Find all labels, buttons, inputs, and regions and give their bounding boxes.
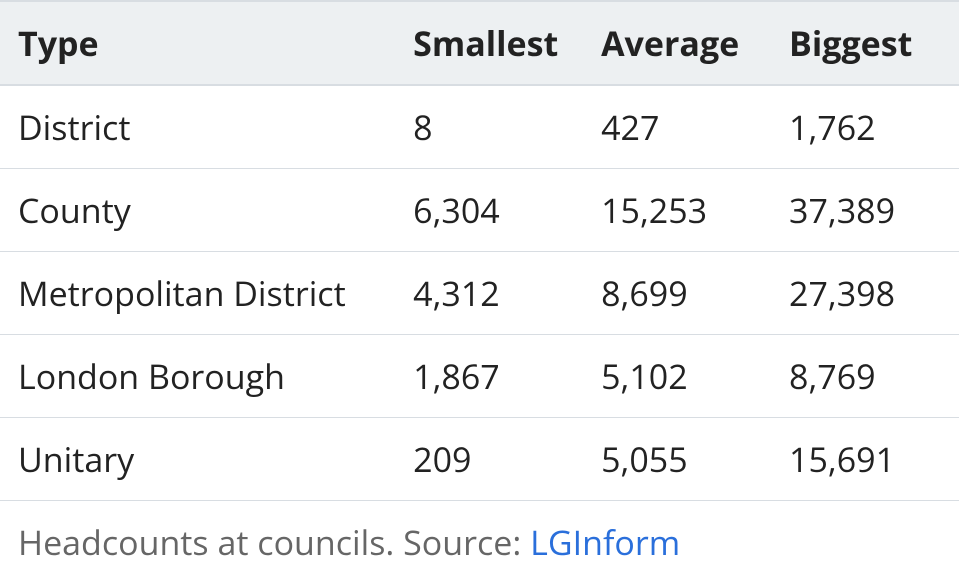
table-row: County 6,304 15,253 37,389 — [0, 169, 959, 252]
cell-average: 5,055 — [583, 418, 771, 501]
cell-biggest: 37,389 — [771, 169, 959, 252]
cell-biggest: 15,691 — [771, 418, 959, 501]
cell-biggest: 1,762 — [771, 85, 959, 169]
header-average: Average — [583, 1, 771, 85]
cell-smallest: 1,867 — [395, 335, 583, 418]
cell-type: District — [0, 85, 395, 169]
cell-average: 8,699 — [583, 252, 771, 335]
cell-type: London Borough — [0, 335, 395, 418]
table-row: District 8 427 1,762 — [0, 85, 959, 169]
table-row: Metropolitan District 4,312 8,699 27,398 — [0, 252, 959, 335]
caption-text: Headcounts at councils. Source: — [18, 519, 530, 565]
cell-smallest: 4,312 — [395, 252, 583, 335]
table-row: London Borough 1,867 5,102 8,769 — [0, 335, 959, 418]
table-row: Unitary 209 5,055 15,691 — [0, 418, 959, 501]
header-biggest: Biggest — [771, 1, 959, 85]
cell-biggest: 27,398 — [771, 252, 959, 335]
council-headcount-table: Type Smallest Average Biggest District 8… — [0, 0, 959, 501]
header-type: Type — [0, 1, 395, 85]
header-smallest: Smallest — [395, 1, 583, 85]
cell-smallest: 6,304 — [395, 169, 583, 252]
cell-type: Unitary — [0, 418, 395, 501]
caption-source-link[interactable]: LGInform — [530, 519, 680, 565]
cell-average: 427 — [583, 85, 771, 169]
council-headcount-table-container: Type Smallest Average Biggest District 8… — [0, 0, 959, 565]
table-caption: Headcounts at councils. Source: LGInform — [0, 501, 959, 565]
cell-type: County — [0, 169, 395, 252]
cell-smallest: 8 — [395, 85, 583, 169]
cell-type: Metropolitan District — [0, 252, 395, 335]
table-header-row: Type Smallest Average Biggest — [0, 1, 959, 85]
cell-average: 15,253 — [583, 169, 771, 252]
cell-smallest: 209 — [395, 418, 583, 501]
cell-biggest: 8,769 — [771, 335, 959, 418]
cell-average: 5,102 — [583, 335, 771, 418]
